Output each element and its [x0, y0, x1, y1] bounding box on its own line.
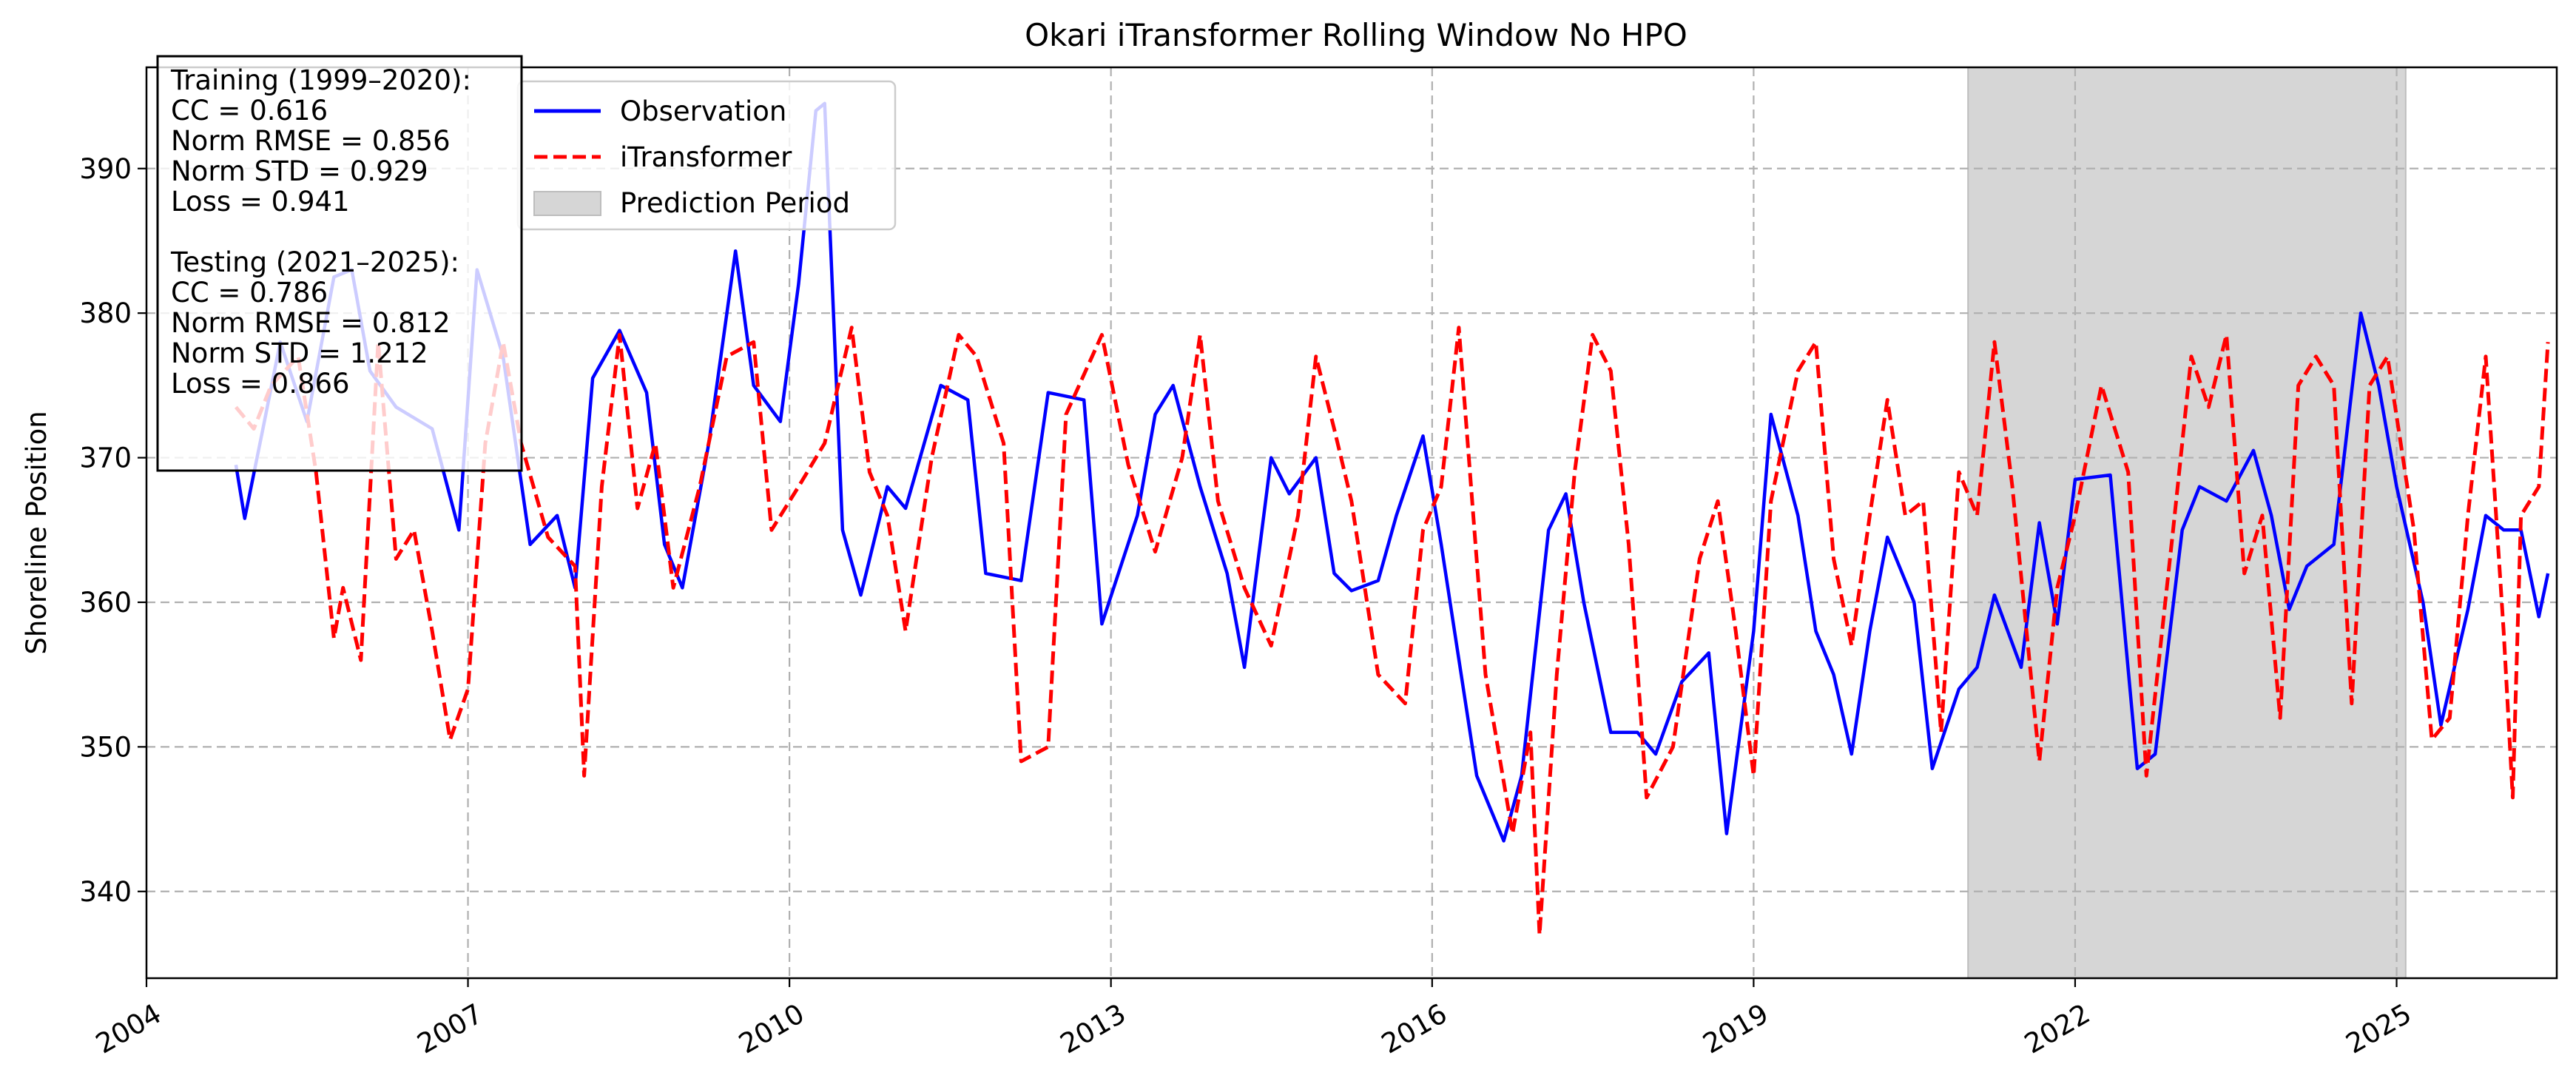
- y-tick-label: 370: [79, 442, 132, 474]
- stats-text-line: Testing (2021–2025):: [170, 246, 459, 278]
- stats-text-line: CC = 0.786: [171, 277, 328, 309]
- y-tick-label: 360: [79, 587, 132, 619]
- stats-text-line: Loss = 0.866: [171, 368, 350, 400]
- stats-text-line: Norm RMSE = 0.812: [171, 307, 451, 339]
- legend-label: Prediction Period: [620, 187, 850, 219]
- stats-text-line: Training (1999–2020):: [170, 64, 471, 96]
- stats-text-line: Norm STD = 1.212: [171, 337, 428, 369]
- legend-label: Observation: [620, 95, 786, 127]
- legend-label: iTransformer: [620, 141, 792, 173]
- stats-box: [156, 55, 523, 472]
- stats-text-line: CC = 0.616: [171, 95, 328, 127]
- y-tick-label: 350: [79, 731, 132, 763]
- itransformer-series-line: [234, 326, 2550, 937]
- y-tick-label: 340: [79, 876, 132, 908]
- stats-text-line: Norm RMSE = 0.856: [171, 125, 451, 157]
- stats-text-line: Norm STD = 0.929: [171, 155, 428, 187]
- y-tick-label: 380: [79, 297, 132, 329]
- chart-title: Okari iTransformer Rolling Window No HPO: [1025, 17, 1687, 53]
- plot-frame: [145, 66, 2558, 980]
- legend-swatch: [533, 191, 601, 216]
- stats-text-line: Loss = 0.941: [171, 186, 350, 218]
- observation-series-line: [234, 101, 2550, 843]
- y-tick-label: 390: [79, 153, 132, 185]
- y-axis-label: Shoreline Position: [21, 411, 53, 654]
